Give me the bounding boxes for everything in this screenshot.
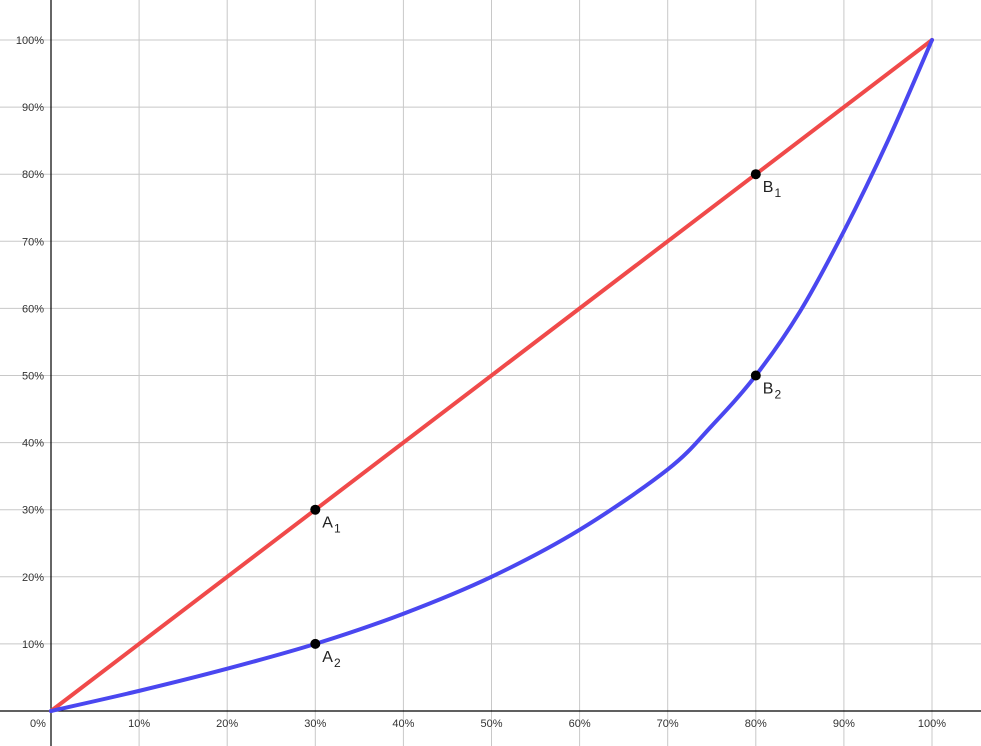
y-tick-label: 60% [22, 303, 44, 315]
point-label: B2 [763, 381, 782, 402]
x-tick-label: 70% [657, 718, 679, 730]
point-label: A1 [322, 515, 341, 536]
point-marker [750, 370, 761, 381]
y-tick-label: 40% [22, 438, 44, 450]
origin-label: 0% [30, 718, 46, 730]
y-tick-label: 100% [16, 35, 44, 47]
point-marker [310, 638, 321, 649]
tick-labels: 0% 10% 20% 30% 40% 50% 60% 70% 80% 90% 100% 10% 20%… [16, 35, 946, 730]
y-tick-label: 50% [22, 371, 44, 383]
y-tick-label: 10% [22, 639, 44, 651]
points: A1 B1 A2 B2 [310, 169, 781, 670]
x-tick-label: 90% [833, 718, 855, 730]
x-tick-label: 100% [918, 718, 946, 730]
point-marker [310, 504, 321, 515]
y-tick-label: 70% [22, 236, 44, 248]
x-tick-label: 10% [128, 718, 150, 730]
y-tick-label: 90% [22, 102, 44, 114]
series-line-2 [49, 38, 934, 713]
x-tick-label: 20% [216, 718, 238, 730]
x-tick-label: 30% [304, 718, 326, 730]
point-marker [750, 169, 761, 180]
y-tick-label: 30% [22, 505, 44, 517]
x-tick-label: 40% [392, 718, 414, 730]
x-tick-label: 80% [745, 718, 767, 730]
point-label: A2 [322, 649, 341, 670]
y-tick-label: 20% [22, 572, 44, 584]
series-lines [49, 38, 934, 713]
series-line-1 [49, 38, 934, 713]
x-tick-label: 60% [569, 718, 591, 730]
point-label: B1 [763, 179, 782, 200]
y-tick-label: 80% [22, 169, 44, 181]
x-tick-label: 50% [480, 718, 502, 730]
